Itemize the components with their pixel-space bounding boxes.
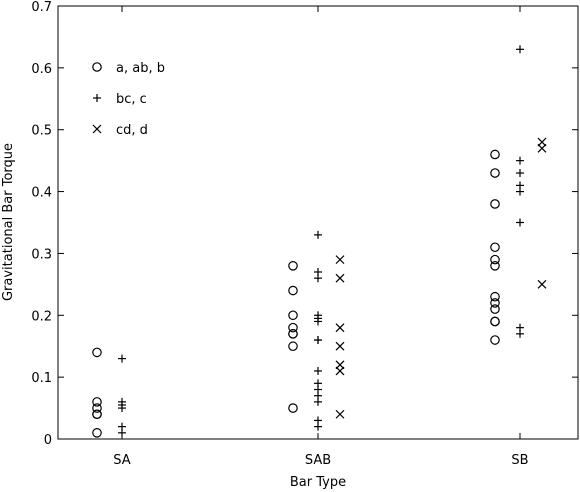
data-point-circle [92,428,102,438]
data-point-circle [92,409,102,420]
data-point-cross [335,341,345,351]
data-point-circle [490,335,500,345]
data-point-plus [314,336,322,345]
y-tick-label: 0.5 [31,124,52,139]
data-point-plus [314,422,322,431]
data-point-cross [335,366,345,376]
data-point-plus [314,397,322,406]
data-point-plus [314,366,322,375]
legend-label: bc, c [116,92,147,107]
legend: a, ab, b bc, c cd, d [92,61,165,138]
data-point-circle [490,316,500,327]
data-point-plus [516,187,524,196]
data-point-circle [288,260,298,271]
legend-marker-circle [92,62,102,72]
data-point-cross [335,409,345,419]
x-tick-label: SB [511,453,528,468]
data-point-circle [288,310,298,321]
data-point-plus [118,354,126,363]
data-point-circle [490,199,500,209]
data-point-plus [118,428,126,437]
data-point-circle [288,322,298,333]
legend-label: cd, d [116,123,148,138]
data-point-circle [288,403,298,413]
y-tick-label: 0.7 [31,0,52,15]
x-tick-label: SAB [305,453,331,468]
data-point-circle [288,329,298,339]
data-point-circle [92,403,102,413]
y-tick-label: 0.6 [31,62,52,77]
data-point-plus [516,218,524,227]
data-point-cross [335,323,345,333]
y-axis: 0 0.1 0.2 0.3 0.4 0.5 0.6 0.7 [31,0,578,448]
data-point-circle [92,347,102,358]
data-point-cross [335,273,345,283]
data-point-plus [314,274,322,283]
data-point-circle [490,304,500,314]
data-points [92,45,547,438]
data-point-circle [288,341,298,352]
data-point-circle [288,285,298,296]
data-point-cross [537,143,547,153]
data-point-plus [516,169,524,178]
y-tick-label: 0.3 [31,247,52,262]
x-axis-title: Bar Type [290,475,346,490]
legend-label: a, ab, b [116,61,165,76]
y-tick-label: 0 [44,433,52,448]
legend-marker-plus [93,94,101,102]
data-point-plus [118,404,126,413]
y-tick-label: 0.1 [31,371,52,386]
data-point-cross [335,360,345,370]
data-point-plus [516,45,524,54]
legend-marker-cross [92,124,102,134]
y-tick-label: 0.2 [31,309,52,324]
data-point-circle [92,397,102,407]
data-point-circle [490,149,500,160]
data-point-cross [537,279,547,289]
data-point-circle [490,254,500,265]
data-point-plus [516,156,524,165]
data-point-plus [314,317,322,326]
data-point-cross [537,137,547,147]
data-point-circle [490,242,500,253]
x-tick-label: SA [113,453,130,468]
data-point-circle [490,298,500,308]
x-axis: SA SAB SB [113,6,529,468]
y-tick-label: 0.4 [31,186,52,201]
data-point-plus [314,230,322,239]
data-point-plus [516,329,524,338]
y-axis-title: Gravitational Bar Torque [1,143,16,301]
data-point-cross [335,255,345,265]
data-point-circle [490,168,500,178]
data-point-circle [490,260,500,271]
data-point-circle [490,291,500,302]
